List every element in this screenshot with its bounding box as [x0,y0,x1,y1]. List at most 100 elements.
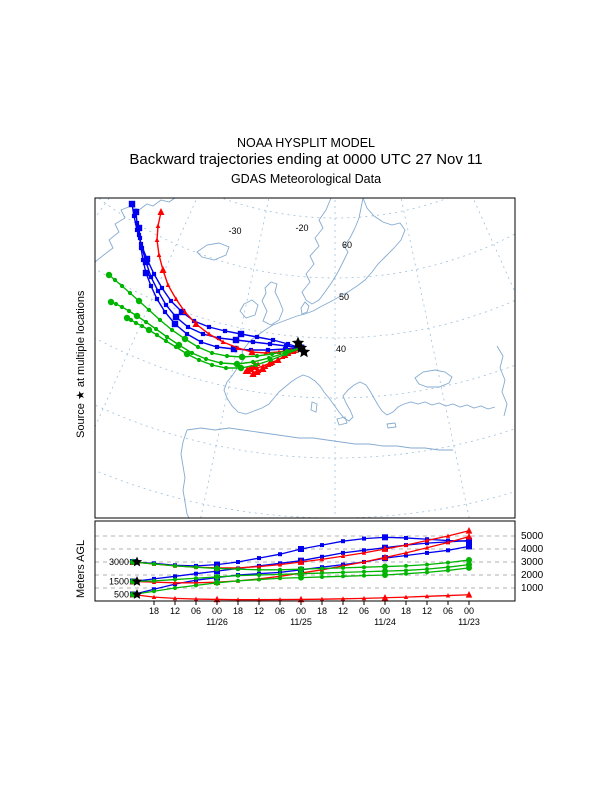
square-marker-icon [163,302,169,308]
triangle-marker-icon [361,559,367,564]
circle-marker-icon [223,365,229,371]
circle-marker-icon [153,326,159,332]
circle-marker-icon [209,362,215,368]
time-tick-label: 12 [422,606,432,616]
square-marker-icon [282,346,288,352]
triangle-marker-icon [172,580,178,585]
circle-marker-icon [157,317,163,323]
source-star-icon [131,556,143,567]
graticule-label: 50 [339,292,349,302]
circle-marker-icon [152,589,156,594]
square-marker-icon [162,309,168,315]
circle-marker-icon [425,567,429,572]
circle-marker-icon [163,338,169,344]
source-star-icon [291,336,305,349]
circle-marker-icon [253,362,259,368]
time-tick-label: 06 [191,606,201,616]
triangle-marker-icon [297,558,305,565]
triangle-marker-icon [193,596,199,601]
triangle-marker-icon [182,309,188,314]
circle-marker-icon [133,320,139,326]
triangle-marker-icon [445,533,451,538]
circle-marker-icon [105,271,113,279]
square-marker-icon [168,298,174,304]
circle-marker-icon [298,566,304,573]
circle-marker-icon [237,364,245,372]
triangle-marker-icon [445,540,451,545]
triangle-marker-icon [319,596,325,602]
triangle-marker-icon [403,594,409,599]
circle-marker-icon [404,571,408,576]
triangle-marker-icon [403,542,409,547]
circle-marker-icon [425,570,429,575]
circle-marker-icon [236,573,240,578]
circle-marker-icon [382,563,388,570]
triangle-marker-icon [235,597,241,602]
square-marker-icon [198,339,204,345]
square-marker-icon [230,345,238,353]
circle-marker-icon [113,301,119,307]
title-model: NOAA HYSPLIT MODEL [237,136,375,150]
circle-marker-icon [446,560,450,565]
circle-marker-icon [382,572,388,578]
circle-marker-icon [107,298,115,306]
circle-marker-icon [127,290,133,296]
square-marker-icon [466,543,472,550]
circle-marker-icon [196,357,202,363]
circle-marker-icon [257,567,261,572]
triangle-marker-icon [266,362,272,367]
time-tick-label: 00 [212,606,222,616]
time-tick-label: 06 [275,606,285,616]
circle-marker-icon [203,356,209,362]
circle-marker-icon [194,583,198,588]
triangle-marker-icon [465,532,473,540]
square-marker-icon [404,553,408,558]
altitude-markers-green-3000m [130,557,472,573]
triangle-marker-icon [424,538,430,543]
date-label: 11/25 [290,617,312,627]
source-star-icon [297,345,311,358]
circle-marker-icon [194,576,198,581]
time-tick-label: 18 [401,606,411,616]
altitude-frame [94,520,516,602]
square-marker-icon [425,541,429,546]
square-marker-icon [382,534,388,541]
circle-marker-icon [320,566,324,571]
circle-marker-icon [189,350,195,356]
triangle-marker-icon [465,527,473,534]
map-frame [94,197,516,519]
circle-marker-icon [173,563,177,568]
triangle-marker-icon [154,237,160,242]
source-star-icon [131,576,143,586]
triangle-marker-icon [256,597,262,602]
circle-marker-icon [154,332,160,338]
circle-marker-icon [112,277,118,283]
triangle-marker-icon [193,580,199,585]
circle-marker-icon [269,351,275,357]
time-tick-label: 18 [149,606,159,616]
square-marker-icon [148,274,154,280]
square-marker-icon [151,271,157,277]
circle-marker-icon [446,568,450,573]
square-marker-icon [250,339,256,345]
circle-marker-icon [145,326,153,334]
triangle-marker-icon [381,545,389,552]
triangle-marker-icon [151,594,157,599]
source-star-icon [131,589,143,599]
map-trajectories [105,200,311,378]
square-marker-icon [320,543,324,548]
circle-marker-icon [133,312,141,320]
triangle-marker-icon [319,556,325,562]
square-marker-icon [138,245,144,251]
circle-marker-icon [183,350,191,358]
graticule-label: 40 [336,344,346,354]
square-marker-icon [184,331,190,337]
triangle-marker-icon [277,562,283,567]
triangle-marker-icon [381,553,389,561]
square-marker-icon [128,200,136,208]
graticule-labels: -30 -20 60 50 40 [228,223,352,354]
time-tick-label: 12 [170,606,180,616]
circle-marker-icon [214,573,220,580]
square-marker-icon [254,334,260,340]
